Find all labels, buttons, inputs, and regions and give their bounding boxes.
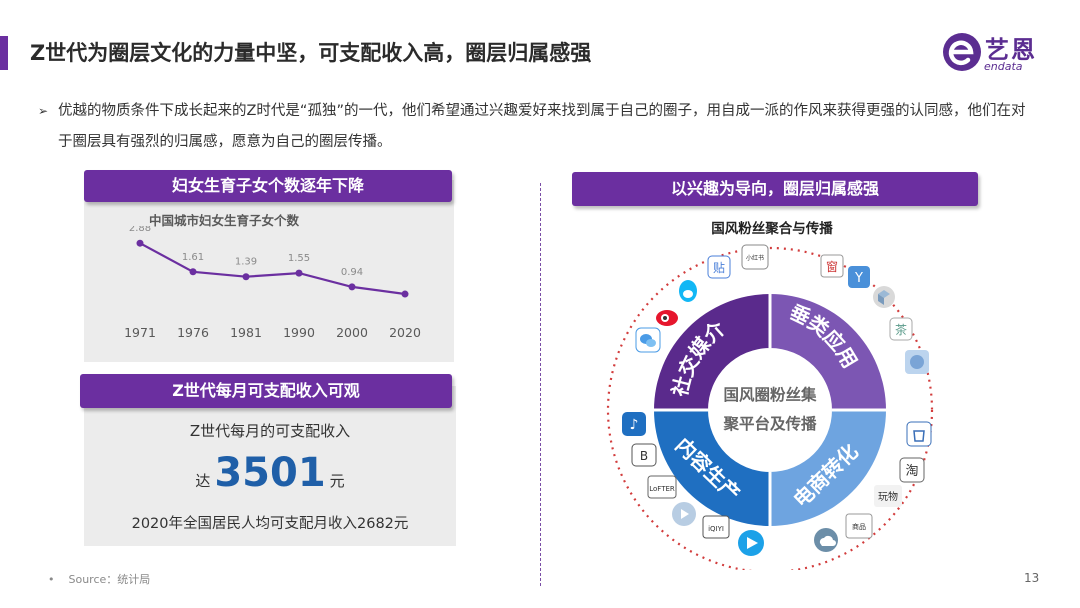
income-unit: 元 bbox=[329, 472, 345, 490]
shop-icon: 商品 bbox=[845, 513, 873, 539]
logo-english-text: endata bbox=[984, 60, 1023, 73]
svg-text:Y: Y bbox=[854, 271, 863, 286]
svg-text:窗: 窗 bbox=[826, 260, 838, 274]
svg-text:商品: 商品 bbox=[852, 522, 866, 531]
logo-chinese-text: 艺恩 bbox=[985, 36, 1037, 64]
svg-text:淘: 淘 bbox=[905, 464, 918, 479]
x-tick-label: 1971 bbox=[124, 325, 156, 340]
lofter-icon: LoFTER bbox=[647, 475, 677, 499]
segment-social-media bbox=[654, 294, 770, 410]
x-tick-label: 1981 bbox=[230, 325, 262, 340]
birth-rate-ribbon: 妇女生育子女个数逐年下降 bbox=[84, 170, 452, 202]
svg-text:贴: 贴 bbox=[713, 261, 725, 275]
iqiyi-icon: iQIYI bbox=[702, 515, 730, 539]
income-figure: 达 3501 元 bbox=[84, 450, 456, 496]
ring-title: 国风粉丝聚合与传播 bbox=[711, 221, 833, 237]
data-label: 0.94 bbox=[341, 267, 363, 278]
outer-dotted-ring bbox=[606, 246, 934, 570]
segment-vertical-apps bbox=[770, 294, 886, 410]
svg-text:iQIYI: iQIYI bbox=[708, 525, 724, 533]
data-point bbox=[242, 273, 250, 281]
ring-center-line-2: 聚平台及传播 bbox=[722, 414, 817, 433]
tea-icon: 茶 bbox=[889, 317, 913, 341]
bilibili-icon: B bbox=[631, 443, 657, 467]
intro-bullet: ➢ 优越的物质条件下成长起来的Z时代是“孤独”的一代，他们希望通过兴趣爱好来找到… bbox=[38, 96, 1038, 158]
game-icon bbox=[905, 350, 929, 374]
wanwu-icon: 玩物 bbox=[874, 485, 902, 507]
wechat-icon bbox=[635, 327, 661, 353]
cloud-music-icon bbox=[814, 528, 838, 552]
vertical-divider bbox=[540, 183, 541, 586]
data-point bbox=[295, 269, 303, 277]
brand-logo: 艺恩 endata bbox=[940, 30, 1050, 76]
birth-rate-line-chart: 2.88 1971 1.61 1976 1.39 1981 1.55 1990 0.94 2000… bbox=[124, 226, 421, 340]
x-tick-label: 2020 bbox=[389, 325, 421, 340]
tencent-video-icon bbox=[738, 530, 764, 556]
cube-icon bbox=[873, 286, 895, 308]
shopping-bag-icon bbox=[906, 421, 932, 447]
x-tick-label: 2000 bbox=[336, 325, 368, 340]
source-text: Source：统计局 bbox=[68, 573, 151, 586]
svg-text:B: B bbox=[640, 449, 648, 463]
income-amount: 3501 bbox=[214, 450, 326, 496]
svg-text:♪: ♪ bbox=[630, 417, 639, 433]
bullet-arrow-icon: ➢ bbox=[38, 104, 49, 118]
ring-center-line-1: 国风圈粉丝集 bbox=[723, 385, 817, 404]
income-prefix: 达 bbox=[195, 472, 211, 490]
segment-ecommerce bbox=[770, 410, 886, 526]
fan-platform-ring: 社交媒介 垂类应用 电商转化 内容生产 国风圈粉丝集 聚平台及传播 贴 小红书 … bbox=[606, 244, 934, 570]
data-point bbox=[348, 283, 356, 291]
chuang-icon: 窗 bbox=[820, 254, 844, 278]
income-panel bbox=[84, 386, 456, 546]
intro-text: 优越的物质条件下成长起来的Z时代是“孤独”的一代，他们希望通过兴趣爱好来找到属于… bbox=[58, 103, 1026, 150]
douyin-icon: ♪ bbox=[622, 412, 646, 436]
data-point bbox=[189, 268, 197, 276]
svg-text:LoFTER: LoFTER bbox=[649, 485, 675, 493]
youku-icon bbox=[672, 502, 696, 526]
xiaohongshu-icon: 小红书 bbox=[741, 244, 769, 270]
data-label: 2.88 bbox=[129, 226, 151, 234]
svg-text:小红书: 小红书 bbox=[746, 254, 764, 262]
endata-logo-icon bbox=[943, 33, 981, 71]
page-number: 13 bbox=[1024, 571, 1040, 585]
x-tick-label: 1976 bbox=[177, 325, 209, 340]
data-label: 1.61 bbox=[182, 252, 204, 263]
chart-title: 中国城市妇女生育子女个数 bbox=[148, 213, 299, 228]
slide-title: Z世代为圈层文化的力量中坚，可支配收入高，圈层归属感强 bbox=[30, 41, 592, 65]
title-accent-bar bbox=[0, 36, 8, 70]
birth-rate-panel bbox=[84, 180, 454, 362]
taobao-icon: 淘 bbox=[899, 457, 925, 483]
income-ribbon: Z世代每月可支配收入可观 bbox=[80, 374, 452, 408]
source-note: • Source：统计局 bbox=[48, 573, 151, 586]
income-subtitle: Z世代每月的可支配收入 bbox=[189, 422, 351, 440]
x-tick-label: 1990 bbox=[283, 325, 315, 340]
app-y-icon: Y bbox=[848, 266, 870, 288]
data-point bbox=[401, 290, 409, 298]
interest-circle-ribbon: 以兴趣为导向，圈层归属感强 bbox=[572, 172, 978, 206]
svg-text:茶: 茶 bbox=[895, 322, 907, 337]
svg-text:玩物: 玩物 bbox=[878, 490, 898, 503]
weibo-icon bbox=[656, 310, 678, 326]
data-label: 1.55 bbox=[288, 253, 310, 264]
series-line bbox=[139, 242, 406, 296]
segment-content bbox=[654, 410, 770, 526]
data-point bbox=[136, 239, 144, 247]
qq-icon bbox=[679, 280, 697, 302]
data-label: 1.39 bbox=[235, 257, 257, 268]
income-note: 2020年全国居民人均可支配月收入2682元 bbox=[131, 516, 409, 532]
tieba-icon: 贴 bbox=[707, 255, 731, 279]
